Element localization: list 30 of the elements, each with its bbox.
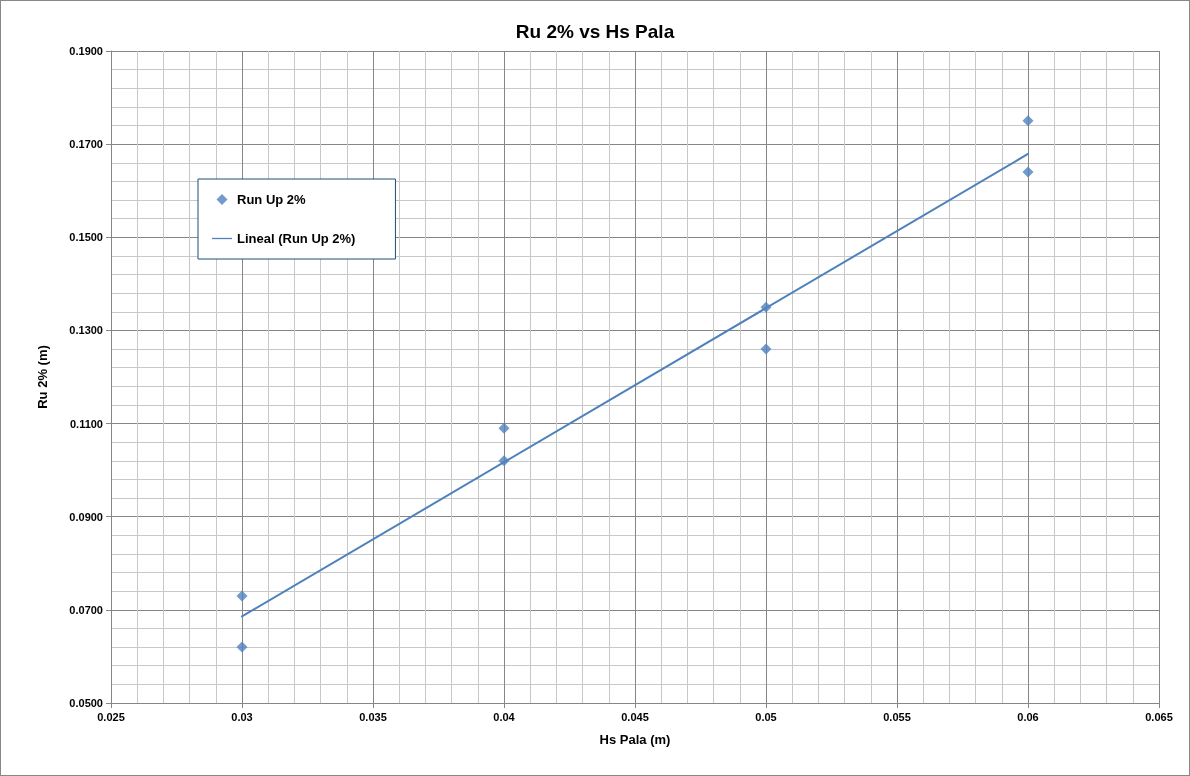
x-tick-label: 0.03: [231, 710, 253, 723]
x-axis-title: Hs Pala (m): [599, 732, 671, 747]
x-tick-label: 0.025: [97, 710, 125, 723]
y-tick-label: 0.1700: [69, 138, 103, 151]
x-tick-label: 0.04: [493, 710, 516, 723]
y-tick-label: 0.1500: [69, 231, 103, 244]
point: [1022, 166, 1034, 178]
y-axis-title: Ru 2% (m): [35, 345, 50, 409]
legend-label: Run Up 2%: [237, 192, 307, 207]
x-tick-label: 0.065: [1145, 710, 1173, 723]
point: [760, 343, 772, 355]
point: [236, 641, 248, 653]
y-tick-label: 0.1900: [69, 45, 103, 57]
y-tick-label: 0.0700: [69, 603, 103, 616]
x-tick-label: 0.035: [359, 710, 387, 723]
point: [760, 301, 772, 313]
chart-title: Ru 2% vs Hs Pala: [515, 21, 675, 42]
point: [498, 422, 510, 434]
point: [236, 590, 248, 602]
point: [498, 455, 510, 467]
legend-label: Lineal (Run Up 2%): [237, 231, 356, 246]
y-tick-label: 0.0900: [69, 510, 103, 523]
x-tick-label: 0.06: [1017, 710, 1039, 723]
x-tick-label: 0.055: [883, 710, 911, 723]
point: [1022, 115, 1034, 127]
y-tick-label: 0.0500: [69, 697, 103, 709]
x-tick-label: 0.045: [621, 710, 649, 723]
x-tick-label: 0.05: [755, 710, 777, 723]
y-tick-label: 0.1300: [69, 324, 103, 337]
y-tick-label: 0.1100: [69, 417, 103, 430]
